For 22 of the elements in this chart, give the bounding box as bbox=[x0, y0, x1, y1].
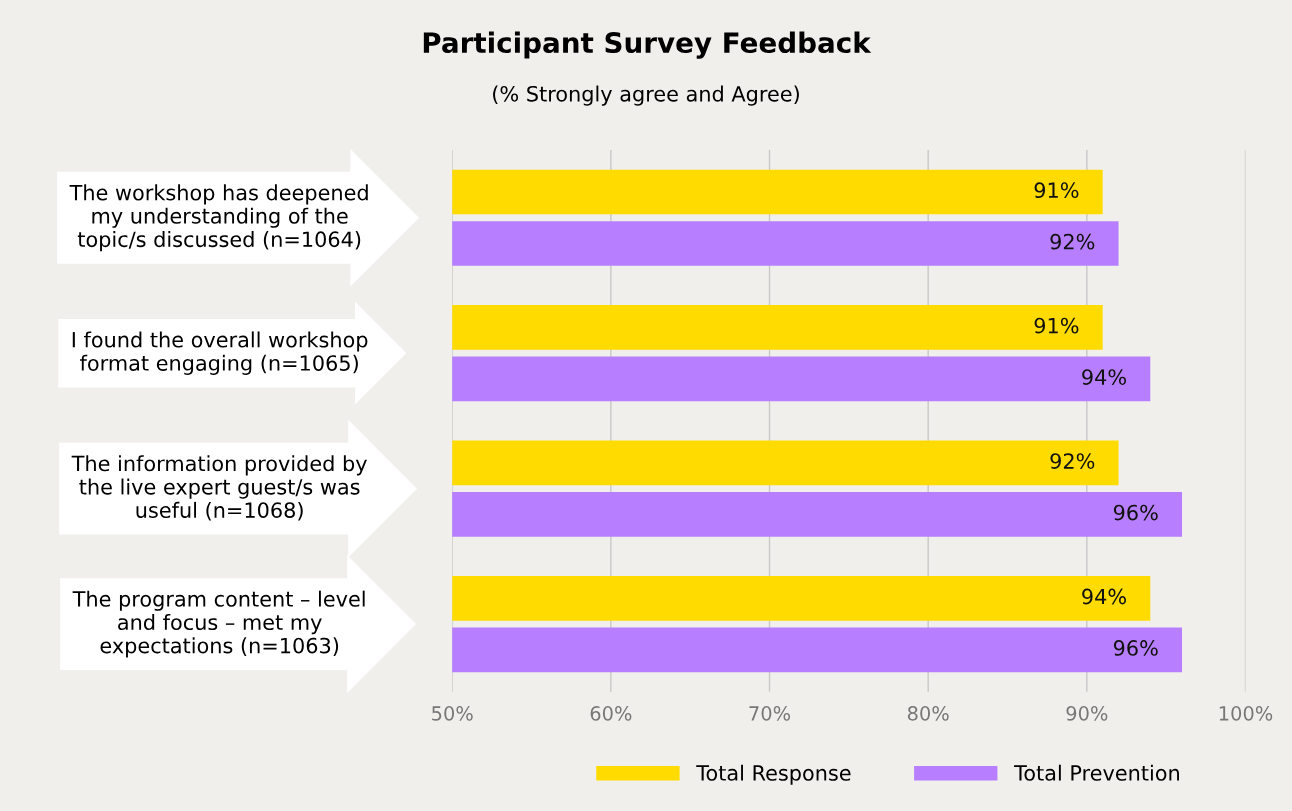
y-tick-label: I found the overall workshop format engaging (n=1065) bbox=[72, 331, 368, 375]
chart-subtitle: (% Strongly agree and Agree) bbox=[493, 85, 799, 106]
y-tick-label: The workshop has deepened my understanding of the topic/s discussed (n=1064) bbox=[69, 184, 368, 252]
x-tick-label: 70% bbox=[749, 706, 791, 721]
data-label: 94% bbox=[1082, 588, 1126, 605]
data-label: 94% bbox=[1082, 369, 1126, 385]
x-tick-label: 80% bbox=[907, 706, 949, 721]
x-tick-label: 100% bbox=[1219, 706, 1273, 721]
x-tick-label: 50% bbox=[432, 706, 473, 721]
legend-label: Total Response bbox=[696, 764, 851, 785]
y-tick-label: The program content – level and focus – met my expectations (n=1063) bbox=[72, 590, 365, 658]
chart-title: Participant Survey Feedback bbox=[423, 31, 872, 59]
data-label: 92% bbox=[1050, 233, 1095, 250]
data-label: 91% bbox=[1034, 317, 1079, 334]
x-tick-label: 90% bbox=[1066, 706, 1108, 721]
data-label: 91% bbox=[1034, 182, 1079, 199]
data-label: 92% bbox=[1050, 453, 1095, 469]
x-tick-label: 60% bbox=[590, 706, 632, 721]
data-label: 96% bbox=[1113, 640, 1158, 656]
data-label: 96% bbox=[1113, 504, 1158, 521]
y-tick-label: The information provided by the live expert guest/s was useful (n=1068) bbox=[71, 455, 367, 521]
legend-label: Total Prevention bbox=[1014, 764, 1179, 781]
